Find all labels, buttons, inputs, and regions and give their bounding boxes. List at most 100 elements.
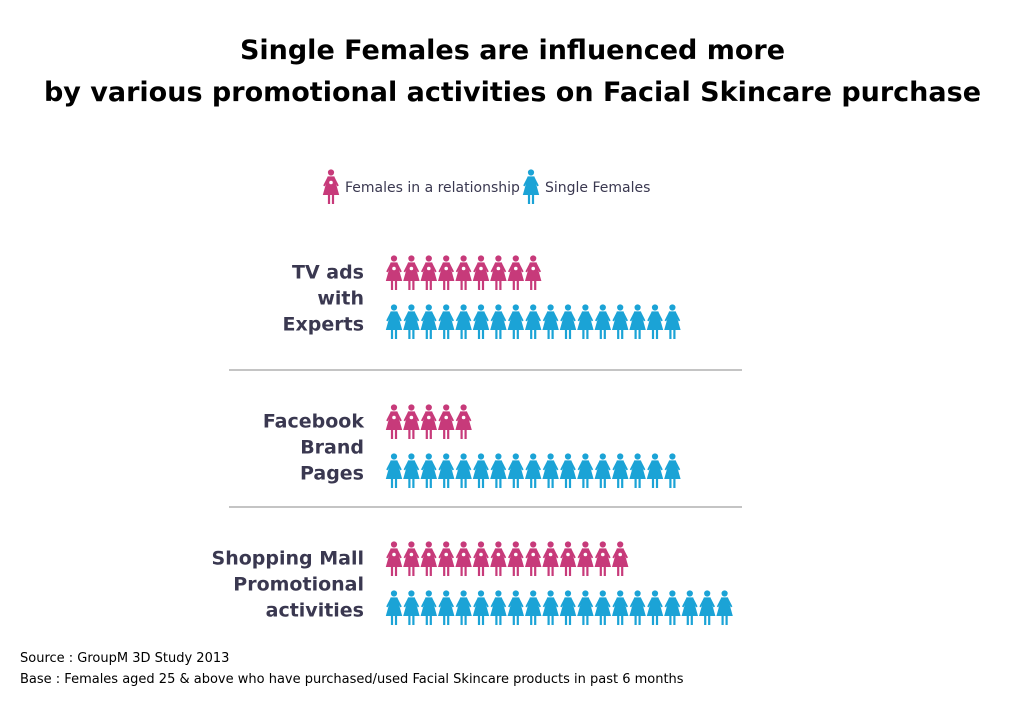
pictogram-mark-row0-series1-14 bbox=[629, 304, 646, 339]
category-label-1-line-2: Pages bbox=[300, 463, 364, 485]
pictogram-mark-row1-series0-4 bbox=[455, 404, 472, 439]
pictogram-mark-row0-series1-6 bbox=[490, 304, 507, 339]
pictogram-mark-row2-series0-3-heart bbox=[444, 552, 449, 557]
pictogram-mark-row2-series0-6-heart bbox=[496, 552, 501, 557]
pictogram-mark-row0-series0-7-heart bbox=[514, 266, 518, 271]
pictogram-mark-row2-series0-8-heart bbox=[531, 552, 535, 557]
category-label-0-line-2: Experts bbox=[283, 314, 364, 336]
pictogram-mark-row0-series1-10 bbox=[559, 304, 577, 339]
pictogram-mark-row2-series1-3 bbox=[438, 590, 455, 625]
pictogram-mark-row2-series0-5-heart bbox=[479, 552, 483, 557]
pictogram-mark-row1-series0-0 bbox=[385, 404, 403, 439]
category-label-2-line-0: Shopping Mall bbox=[212, 548, 364, 570]
pictogram-mark-row0-series0-7 bbox=[507, 255, 524, 290]
pictogram-mark-row0-series0-1 bbox=[403, 255, 420, 290]
pictogram-mark-row2-series1-4 bbox=[455, 590, 472, 625]
category-row-2: Shopping Mall Promotional activities bbox=[212, 541, 733, 625]
pictogram-mark-row1-series0-4-heart bbox=[461, 415, 466, 420]
pictogram-mark-row1-series1-2 bbox=[420, 453, 437, 488]
legend-female-figure-icon-0 bbox=[322, 169, 340, 204]
pictogram-mark-row2-series1-19 bbox=[716, 590, 733, 625]
pictogram-mark-row2-series0-13-heart bbox=[618, 552, 622, 557]
pictogram-mark-row2-series0-11-heart bbox=[583, 552, 588, 557]
pictogram-mark-row0-series0-2 bbox=[420, 255, 437, 290]
pictogram-mark-row0-series0-0-heart bbox=[392, 266, 396, 271]
pictogram-mark-row0-series1-9 bbox=[542, 304, 559, 339]
pictogram-mark-row1-series1-4 bbox=[455, 453, 472, 488]
pictogram-mark-row1-series1-16 bbox=[664, 453, 681, 488]
chart-title-line-1: Single Females are influenced more bbox=[239, 35, 786, 66]
pictogram-mark-row1-series1-15 bbox=[646, 453, 664, 488]
pictogram-mark-row1-series1-11 bbox=[577, 453, 594, 488]
pictogram-mark-row2-series0-12-heart bbox=[601, 552, 605, 557]
pictogram-mark-row2-series0-3 bbox=[438, 541, 455, 576]
pictogram-mark-row1-series1-3 bbox=[438, 453, 455, 488]
pictogram-mark-row1-series0-1-heart bbox=[409, 415, 414, 420]
pictogram-mark-row0-series0-3-heart bbox=[444, 266, 449, 271]
pictogram-mark-row1-series1-10 bbox=[559, 453, 577, 488]
pictogram-mark-row0-series1-13 bbox=[612, 304, 629, 339]
footer-notes: Source : GroupM 3D Study 2013 Base : Fem… bbox=[20, 648, 684, 690]
pictogram-mark-row2-series1-10 bbox=[559, 590, 577, 625]
pictogram-mark-row0-series1-12 bbox=[594, 304, 611, 339]
pictogram-mark-row0-series1-7 bbox=[507, 304, 524, 339]
base-note: Base : Females aged 25 & above who have … bbox=[20, 672, 684, 687]
legend-label-1: Single Females bbox=[545, 180, 650, 196]
pictogram-mark-row0-series0-6-heart bbox=[496, 266, 501, 271]
pictogram-mark-row0-series1-11 bbox=[577, 304, 594, 339]
pictogram-mark-row2-series0-0 bbox=[385, 541, 403, 576]
pictogram-mark-row0-series0-1-heart bbox=[409, 266, 414, 271]
pictogram-mark-row0-series0-5-heart bbox=[479, 266, 483, 271]
pictogram-mark-row1-series1-7 bbox=[507, 453, 524, 488]
pictogram-mark-row2-series0-5 bbox=[472, 541, 490, 576]
pictogram-mark-row0-series0-8-heart bbox=[531, 266, 535, 271]
pictogram-mark-row1-series1-1 bbox=[403, 453, 420, 488]
pictogram-mark-row2-series0-7-heart bbox=[514, 552, 518, 557]
category-row-1: Facebook Brand Pages bbox=[263, 404, 681, 488]
pictogram-mark-row0-series0-2-heart bbox=[427, 266, 431, 271]
source-note: Source : GroupM 3D Study 2013 bbox=[20, 651, 230, 666]
pictogram-mark-row2-series0-2-heart bbox=[427, 552, 431, 557]
pictogram-mark-row1-series1-0 bbox=[385, 453, 403, 488]
pictogram-mark-row2-series0-0-heart bbox=[392, 552, 396, 557]
chart-title-line-2: by various promotional activities on Fac… bbox=[43, 77, 982, 108]
pictogram-mark-row0-series0-0 bbox=[385, 255, 403, 290]
pictogram-mark-row1-series0-3 bbox=[438, 404, 455, 439]
pictogram-mark-row2-series1-6 bbox=[490, 590, 507, 625]
pictogram-mark-row0-series0-5 bbox=[472, 255, 490, 290]
pictogram-mark-row2-series0-4 bbox=[455, 541, 472, 576]
pictogram-mark-row0-series1-16 bbox=[664, 304, 681, 339]
pictogram-mark-row0-series0-4 bbox=[455, 255, 472, 290]
pictogram-mark-row2-series1-0 bbox=[385, 590, 403, 625]
pictogram-mark-row0-series0-4-heart bbox=[461, 266, 466, 271]
pictogram-mark-row2-series0-9 bbox=[542, 541, 559, 576]
pictogram-mark-row2-series0-12 bbox=[594, 541, 611, 576]
pictogram-mark-row1-series1-9 bbox=[542, 453, 559, 488]
category-label-1-line-1: Brand bbox=[300, 437, 364, 459]
pictogram-mark-row2-series1-9 bbox=[542, 590, 559, 625]
pictogram-mark-row0-series1-15 bbox=[646, 304, 664, 339]
category-label-0-line-0: TV ads bbox=[292, 262, 364, 284]
pictogram-mark-row1-series1-5 bbox=[472, 453, 490, 488]
pictogram-mark-row1-series0-2 bbox=[420, 404, 437, 439]
pictogram-mark-row2-series0-6 bbox=[490, 541, 507, 576]
pictogram-mark-row0-series0-8 bbox=[525, 255, 542, 290]
pictogram-mark-row0-series1-1 bbox=[403, 304, 420, 339]
pictogram-mark-row1-series0-2-heart bbox=[427, 415, 431, 420]
pictogram-mark-row2-series0-8 bbox=[525, 541, 542, 576]
pictogram-mark-row2-series1-5 bbox=[472, 590, 490, 625]
pictogram-mark-row2-series0-9-heart bbox=[548, 552, 553, 557]
legend-female-figure-icon-1 bbox=[522, 169, 540, 204]
pictogram-mark-row2-series0-13 bbox=[612, 541, 629, 576]
pictogram-mark-row1-series0-0-heart bbox=[392, 415, 396, 420]
pictogram-mark-row2-series1-2 bbox=[420, 590, 437, 625]
pictogram-mark-row2-series0-10 bbox=[559, 541, 577, 576]
category-row-0: TV ads with Experts bbox=[283, 255, 681, 339]
pictogram-mark-row0-series1-2 bbox=[420, 304, 437, 339]
pictogram-mark-row2-series0-1-heart bbox=[409, 552, 414, 557]
pictogram-mark-row2-series1-13 bbox=[612, 590, 629, 625]
pictogram-mark-row1-series1-12 bbox=[594, 453, 611, 488]
pictogram-mark-row1-series0-3-heart bbox=[444, 415, 449, 420]
pictogram-mark-row0-series1-4 bbox=[455, 304, 472, 339]
category-label-1-line-0: Facebook bbox=[263, 411, 365, 433]
